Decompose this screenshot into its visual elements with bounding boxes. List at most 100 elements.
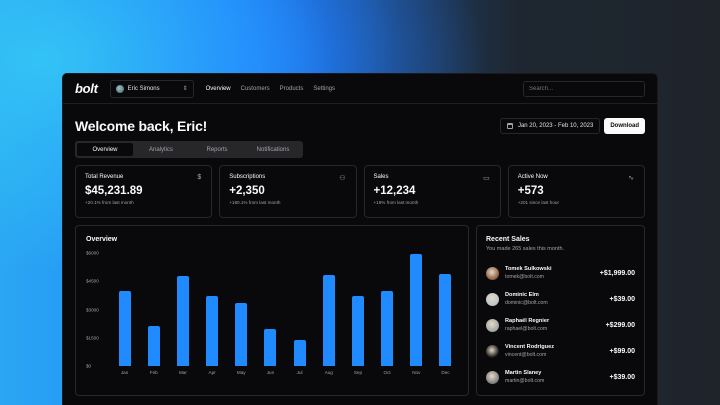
bar-jul[interactable] [293,339,306,366]
x-tick-label: Apr [208,370,216,375]
card-value: $45,231.89 [85,185,143,197]
search-input[interactable] [523,80,645,97]
bar-jan[interactable] [118,290,131,366]
tab-overview[interactable]: Overview [77,143,133,156]
card-value: +12,234 [373,185,416,197]
bar-column: Jan [110,253,139,375]
customer-email: dominic@bolt.com [505,300,548,306]
avatar [486,266,499,280]
x-tick-label: May [236,370,246,375]
customer-email: martin@bolt.com [505,378,545,384]
sale-amount: +$1,999.00 [599,269,635,277]
recent-sales-subtitle: You made 265 sales this month. [486,246,565,252]
credit-card-icon: ▭ [483,175,490,182]
page-title: Welcome back, Eric! [75,118,208,134]
customer-name: Dominic Elm [505,292,539,298]
sale-info: Vincent Rodriguez vincent@bolt.com [505,344,610,358]
nav-link-customers[interactable]: Customers [240,85,270,92]
bar-nov[interactable] [410,253,423,366]
customer-email: vincent@bolt.com [505,352,547,358]
download-button[interactable]: Download [604,118,645,134]
bar-column: Dec [431,253,460,375]
bar-sep[interactable] [351,296,364,366]
x-tick-label: Aug [324,370,333,375]
bar-may[interactable] [235,302,248,366]
x-tick-label: Dec [441,370,450,375]
tab-reports[interactable]: Reports [206,146,228,153]
avatar [486,370,499,384]
bar-oct[interactable] [381,290,394,366]
sale-info: Martin Slaney martin@bolt.com [505,370,610,384]
y-tick-label: $1500 [86,335,99,341]
sale-amount: +$39.00 [609,295,636,303]
sale-row[interactable]: Martin Slaney martin@bolt.com +$39.00 [486,364,635,390]
card-active-now: Active Now ∿ +573 +201 since last hour [507,165,645,218]
nav-link-overview[interactable]: Overview [205,85,231,92]
y-tick-label: $6000 [86,250,99,256]
chevron-up-down-icon: ⇕ [182,86,188,92]
card-subtext: +19% from last month [373,200,419,205]
bar-column: Nov [402,253,431,375]
card-value: +2,350 [229,185,265,197]
bar-column: Sep [343,253,372,375]
sale-amount: +$99.00 [609,347,636,355]
card-title: Active Now [517,174,548,180]
main-nav: Overview Customers Products Settings [206,86,335,92]
bar-column: Apr [198,253,227,375]
chart-title: Overview [86,236,118,243]
date-range-picker[interactable]: Jan 20, 2023 - Feb 10, 2023 [499,118,601,134]
sales-list: Tomek Sulkowski tomek@bolt.com +$1,999.00 D… [486,260,635,390]
sale-amount: +$39.00 [609,373,636,381]
bar-dec[interactable] [439,273,452,366]
sale-row[interactable]: Vincent Rodriguez vincent@bolt.com +$99.00 [486,338,635,364]
x-tick-label: Oct [383,370,391,375]
customer-email: tomek@bolt.com [505,274,544,280]
x-tick-label: Mar [178,370,187,375]
bar-aug[interactable] [322,274,335,366]
bar-column: Jul [285,253,314,375]
bolt-logo[interactable]: bolt [75,81,98,96]
customer-name: Raphaël Regnier [505,318,550,324]
recent-sales-panel: Recent Sales You made 265 sales this mon… [476,225,645,396]
nav-link-products[interactable]: Products [279,85,304,92]
card-subtext: +20.1% from last month [85,200,134,205]
tab-notifications[interactable]: Notifications [256,146,290,153]
card-title: Total Revenue [85,174,124,180]
dashboard-window: bolt Eric Simons ⇕ Overview Customers Pr… [62,73,658,405]
recent-sales-title: Recent Sales [486,236,530,243]
bar-apr[interactable] [206,296,219,366]
avatar [486,292,499,306]
avatar [486,344,499,358]
nav-link-settings[interactable]: Settings [313,85,336,92]
customer-name: Vincent Rodriguez [505,344,555,350]
bar-column: Oct [373,253,402,375]
team-switcher[interactable]: Eric Simons ⇕ [109,79,194,98]
bar-jun[interactable] [264,329,277,366]
dollar-icon: $ [197,174,202,181]
bar-column: Feb [139,253,168,375]
x-tick-label: Jul [296,370,303,375]
tab-analytics[interactable]: Analytics [148,146,173,153]
bar-column: Aug [314,253,343,375]
bar-feb[interactable] [147,326,160,366]
bar-mar[interactable] [176,275,189,366]
y-tick-label: $4500 [86,278,99,284]
avatar [486,318,499,332]
x-tick-label: Jan [120,370,129,375]
activity-icon: ∿ [628,175,634,182]
sale-row[interactable]: Dominic Elm dominic@bolt.com +$39.00 [486,286,635,312]
sale-amount: +$299.00 [605,321,635,329]
top-navigation: bolt Eric Simons ⇕ Overview Customers Pr… [63,74,657,104]
team-name: Eric Simons [127,85,160,92]
y-tick-label: $3000 [86,307,99,312]
sale-row[interactable]: Tomek Sulkowski tomek@bolt.com +$1,999.00 [486,260,635,286]
card-subscriptions: Subscriptions ⚇ +2,350 +180.1% from last… [219,165,357,218]
x-tick-label: Jun [266,370,275,375]
date-range-text: Jan 20, 2023 - Feb 10, 2023 [517,123,594,129]
bar-chart: Jan Feb Mar Apr May Jun Jul Aug Sep Oct Nov Dec [110,253,460,375]
sale-info: Raphaël Regnier raphael@bolt.com [505,318,606,332]
sale-row[interactable]: Raphaël Regnier raphael@bolt.com +$299.00 [486,312,635,338]
sale-info: Tomek Sulkowski tomek@bolt.com [505,266,600,280]
x-tick-label: Nov [412,370,421,375]
overview-chart-panel: Overview $0 $1500 $3000 $4500 $6000 Jan Feb Ma… [75,225,469,396]
